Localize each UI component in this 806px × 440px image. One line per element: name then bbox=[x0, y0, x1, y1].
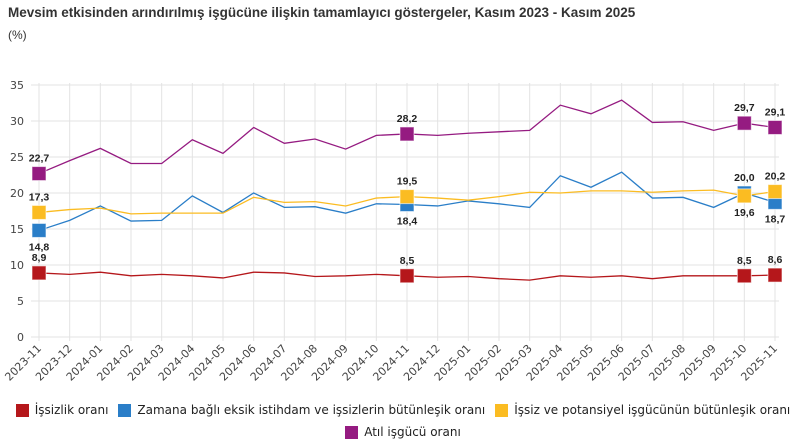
data-label: 29,7 bbox=[734, 102, 755, 114]
y-tick-label: 15 bbox=[10, 223, 24, 236]
y-tick-label: 5 bbox=[17, 295, 24, 308]
highlight-marker bbox=[399, 268, 415, 284]
data-label: 8,5 bbox=[400, 255, 415, 267]
highlight-marker bbox=[399, 189, 415, 205]
chart-title: Mevsim etkisinden arındırılmış işgücüne … bbox=[8, 5, 636, 20]
data-label: 18,7 bbox=[765, 213, 786, 225]
unit-label: (%) bbox=[8, 28, 27, 42]
highlight-marker bbox=[399, 126, 415, 142]
highlight-marker bbox=[767, 267, 783, 283]
highlight-marker bbox=[31, 204, 47, 220]
data-label: 19,5 bbox=[397, 176, 418, 188]
data-label: 28,2 bbox=[397, 113, 418, 125]
legend-label: Atıl işgücü oranı bbox=[364, 425, 461, 439]
legend-swatch bbox=[345, 425, 359, 439]
data-label: 29,1 bbox=[765, 106, 786, 118]
legend-swatch bbox=[118, 403, 132, 417]
legend-item[interactable]: Atıl işgücü oranı bbox=[345, 425, 461, 439]
highlight-marker bbox=[767, 119, 783, 135]
legend-item[interactable]: Zamana bağlı eksik istihdam ve işsizleri… bbox=[118, 403, 485, 417]
data-label: 14,8 bbox=[29, 241, 50, 253]
y-tick-label: 25 bbox=[10, 151, 24, 164]
legend-item[interactable]: İşsiz ve potansiyel işgücünün bütünleşik… bbox=[495, 403, 790, 417]
legend-swatch bbox=[15, 403, 29, 417]
data-label: 8,5 bbox=[737, 255, 752, 267]
highlight-marker bbox=[31, 166, 47, 182]
data-label: 19,6 bbox=[734, 207, 755, 219]
legend: İşsizlik oranı Zamana bağlı eksik istihda… bbox=[0, 399, 806, 440]
highlight-marker bbox=[31, 222, 47, 238]
data-label: 18,4 bbox=[397, 216, 418, 228]
legend-label: İşsizlik oranı bbox=[34, 403, 109, 417]
data-label: 20,0 bbox=[734, 172, 755, 184]
data-label: 17,3 bbox=[29, 191, 50, 203]
legend-swatch bbox=[495, 403, 509, 417]
legend-item[interactable]: İşsizlik oranı bbox=[15, 403, 109, 417]
legend-label: Zamana bağlı eksik istihdam ve işsizleri… bbox=[137, 403, 486, 417]
highlight-marker bbox=[736, 268, 752, 284]
y-tick-label: 30 bbox=[10, 115, 24, 128]
data-label: 22,7 bbox=[29, 153, 50, 165]
y-tick-label: 20 bbox=[10, 187, 24, 200]
highlight-marker bbox=[767, 184, 783, 200]
y-tick-label: 0 bbox=[17, 331, 24, 344]
y-tick-label: 35 bbox=[10, 79, 24, 92]
data-label: 8,6 bbox=[768, 254, 783, 266]
data-label: 8,9 bbox=[32, 252, 47, 264]
y-tick-label: 10 bbox=[10, 259, 24, 272]
legend-label: İşsiz ve potansiyel işgücünün bütünleşik… bbox=[514, 403, 791, 417]
line-chart: 051015202530352023-112023-122024-012024-… bbox=[2, 79, 786, 384]
highlight-marker bbox=[31, 265, 47, 281]
highlight-marker bbox=[736, 188, 752, 204]
data-label: 20,2 bbox=[765, 171, 786, 183]
highlight-marker bbox=[736, 115, 752, 131]
